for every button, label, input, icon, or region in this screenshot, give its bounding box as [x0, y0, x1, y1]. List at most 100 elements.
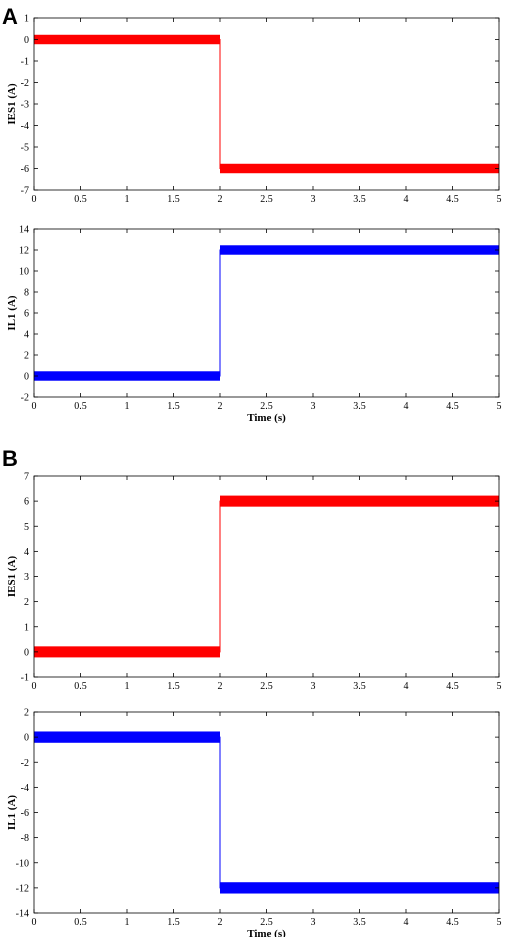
x-tick-label: 4.5 — [446, 681, 459, 692]
x-tick-label: 4 — [404, 401, 409, 412]
y-tick-label: 10 — [19, 267, 29, 278]
y-tick-label: 12 — [19, 246, 29, 257]
y-tick-label: -10 — [16, 858, 29, 869]
y-tick-label: -1 — [21, 57, 29, 68]
y-axis-label: IES1 (A) — [6, 556, 18, 598]
ripple-band — [220, 882, 499, 894]
x-tick-label: 1 — [125, 194, 130, 205]
y-tick-label: -4 — [21, 783, 29, 794]
series-line — [34, 500, 499, 653]
y-tick-label: -2 — [21, 78, 29, 89]
x-tick-label: 2 — [218, 917, 223, 928]
y-tick-label: 7 — [24, 472, 29, 483]
y-tick-label: 0 — [24, 35, 29, 46]
ripple-band — [34, 34, 220, 45]
x-tick-label: 1.5 — [167, 681, 180, 692]
x-tick-label: 3 — [311, 401, 316, 412]
x-tick-label: 0.5 — [74, 194, 87, 205]
y-tick-label: -2 — [21, 758, 29, 769]
x-tick-label: 4 — [404, 917, 409, 928]
x-tick-label: 3.5 — [353, 194, 366, 205]
x-tick-label: 0 — [32, 194, 37, 205]
y-tick-label: -6 — [21, 164, 29, 175]
y-tick-label: -6 — [21, 808, 29, 819]
y-tick-label: -14 — [16, 909, 29, 920]
x-tick-label: 1.5 — [167, 401, 180, 412]
y-tick-label: 0 — [24, 733, 29, 744]
charts: 0 0.5 1 1.5 2 2.5 3 3.5 4 4.5 510-1-2-3-4-5-6-7IES… — [6, 14, 502, 937]
x-tick-label: 3.5 — [353, 681, 366, 692]
x-tick-label: 2 — [218, 401, 223, 412]
x-tick-label: 1.5 — [167, 194, 180, 205]
y-tick-label: 2 — [24, 597, 29, 608]
x-tick-label: 3 — [311, 194, 316, 205]
panel-label-b: B — [2, 446, 18, 471]
y-tick-label: 0 — [24, 647, 29, 658]
x-tick-label: 3.5 — [353, 401, 366, 412]
x-tick-label: 5 — [497, 917, 502, 928]
series-line — [34, 39, 499, 169]
series-3-1 — [34, 495, 499, 658]
x-tick-label: 3 — [311, 681, 316, 692]
y-tick-label: -7 — [21, 186, 29, 197]
x-tick-label: 4.5 — [446, 917, 459, 928]
ripple-band — [220, 495, 499, 507]
x-tick-label: 1 — [125, 681, 130, 692]
series-line — [34, 736, 499, 889]
x-tick-label: 0 — [32, 681, 37, 692]
y-tick-label: 4 — [24, 330, 29, 341]
x-tick-label: 1 — [125, 917, 130, 928]
chart-4: 0 0.5 1 1.5 2 2.5 3 3.5 4 4.5 5 2 0 -2 -4 -6 -8 -10 -12 -14… — [6, 708, 502, 937]
y-tick-label: -12 — [16, 883, 29, 894]
series-4-1 — [34, 731, 499, 894]
y-tick-label: 6 — [24, 309, 29, 320]
x-tick-label: 5 — [497, 681, 502, 692]
ripple-band — [220, 245, 499, 255]
y-axis-label: IES1 (A) — [6, 83, 18, 125]
y-tick-label: -5 — [21, 143, 29, 154]
series-line — [34, 249, 499, 377]
y-tick-label: -2 — [21, 393, 29, 404]
ripple-band — [220, 163, 499, 174]
y-tick-label: 4 — [24, 547, 29, 558]
y-tick-label: 14 — [19, 225, 29, 236]
x-tick-label: 3.5 — [353, 917, 366, 928]
y-tick-label: 6 — [24, 497, 29, 508]
x-axis-label: Time (s) — [247, 928, 286, 937]
x-tick-label: 2.5 — [260, 681, 273, 692]
x-tick-label: 5 — [497, 194, 502, 205]
ripple-band — [34, 731, 220, 743]
x-axis-label: Time (s) — [247, 412, 286, 424]
y-tick-label: -3 — [21, 100, 29, 111]
y-tick-label: 0 — [24, 372, 29, 383]
x-tick-label: 4.5 — [446, 401, 459, 412]
y-tick-label: 2 — [24, 351, 29, 362]
y-tick-label: 8 — [24, 288, 29, 299]
y-tick-label: 2 — [24, 708, 29, 719]
x-tick-label: 2 — [218, 194, 223, 205]
y-tick-label: 5 — [24, 522, 29, 533]
series-2-1 — [34, 245, 499, 381]
ripple-band — [34, 646, 220, 658]
y-tick-label: 1 — [24, 14, 29, 25]
x-tick-label: 1.5 — [167, 917, 180, 928]
x-tick-label: 0 — [32, 401, 37, 412]
panel-label-a: A — [2, 4, 18, 29]
x-tick-label: 3 — [311, 917, 316, 928]
y-axis-label: IL1 (A) — [6, 795, 18, 830]
x-tick-label: 4.5 — [446, 194, 459, 205]
y-tick-label: -1 — [21, 673, 29, 684]
y-tick-label: -8 — [21, 833, 29, 844]
x-tick-label: 0.5 — [74, 401, 87, 412]
y-tick-label: 3 — [24, 572, 29, 583]
x-tick-label: 2.5 — [260, 917, 273, 928]
chart-1: 0 0.5 1 1.5 2 2.5 3 3.5 4 4.5 5 1 0 -1 -2 -3 -4 -5 -6 -7 IES… — [6, 14, 502, 206]
x-tick-label: 2.5 — [260, 194, 273, 205]
ripple-band — [34, 371, 220, 381]
x-tick-label: 0 — [32, 917, 37, 928]
x-tick-label: 1 — [125, 401, 130, 412]
x-tick-label: 2.5 — [260, 401, 273, 412]
